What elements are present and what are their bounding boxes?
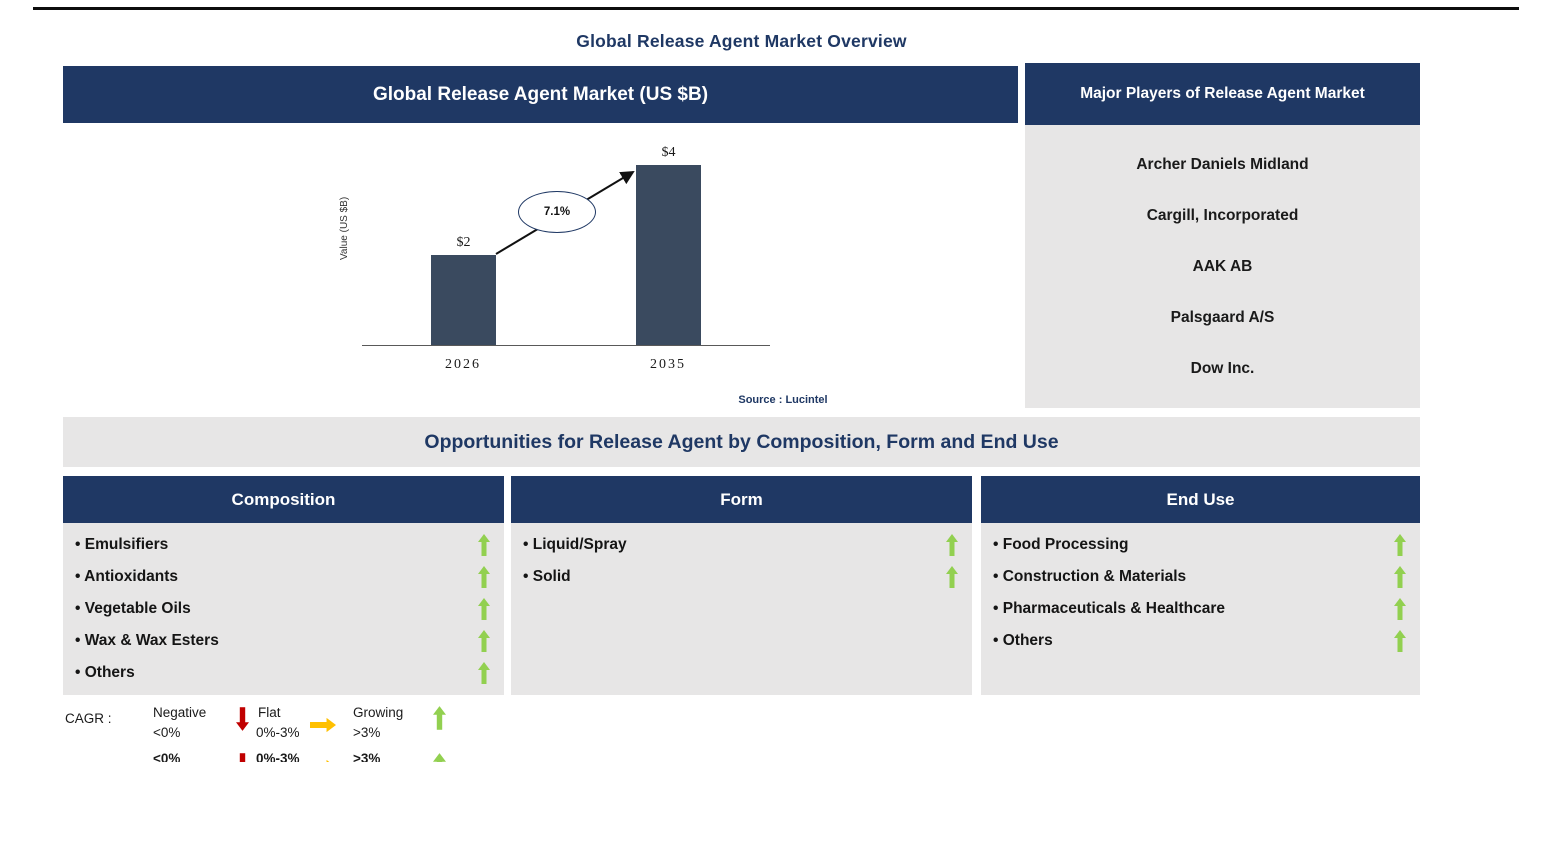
item-label: Liquid/Spray	[523, 536, 627, 554]
form-item: Liquid/Spray	[523, 529, 958, 561]
opportunities-banner: Opportunities for Release Agent by Compo…	[63, 417, 1420, 467]
form-list: Liquid/Spray Solid	[511, 523, 972, 695]
cagr-legend: CAGR : Negative <0% Flat 0%-3% Growing >…	[63, 702, 533, 756]
growing-arrow-icon	[478, 532, 490, 558]
negative-arrow-icon	[236, 707, 249, 731]
end-use-item: Food Processing	[993, 529, 1406, 561]
end-use-list: Food Processing Construction & Materials…	[981, 523, 1420, 695]
company-name: Palsgaard A/S	[1170, 308, 1275, 326]
bar-2035: $4	[636, 145, 701, 345]
legend-title: CAGR :	[65, 711, 112, 726]
growing-arrow-icon	[1394, 628, 1406, 654]
growing-arrow-icon	[1394, 564, 1406, 590]
bar-rect	[431, 255, 496, 345]
item-label: Vegetable Oils	[75, 600, 191, 618]
clipped-range-label: >3%	[353, 751, 381, 762]
form-column: Form Liquid/Spray Solid	[511, 476, 972, 695]
end-use-header: End Use	[981, 476, 1420, 523]
growing-arrow-icon	[1394, 596, 1406, 622]
legend-range-negative: <0%	[153, 725, 181, 740]
composition-list: Emulsifiers Antioxidants Vegetable Oils …	[63, 523, 504, 695]
trend-arrow	[495, 170, 635, 255]
page-title: Global Release Agent Market Overview	[576, 31, 907, 51]
market-chart-panel: Global Release Agent Market (US $B) Valu…	[63, 66, 1018, 414]
growing-arrow-icon	[478, 660, 490, 686]
company-name: Cargill, Incorporated	[1146, 206, 1299, 224]
chart-panel-header: Global Release Agent Market (US $B)	[63, 66, 1018, 123]
bar-chart: Value (US $B) $2 $4 2026 2035	[63, 123, 1018, 414]
item-label: Pharmaceuticals & Healthcare	[993, 600, 1225, 618]
legend-range-growing: >3%	[353, 725, 381, 740]
clipped-range-label: <0%	[153, 751, 181, 762]
top-border-line	[33, 7, 1519, 10]
x-tick-2026: 2026	[445, 357, 481, 372]
legend-clipped-row: <0% 0%-3% >3%	[63, 751, 533, 762]
y-axis-label: Value (US $B)	[339, 196, 350, 260]
composition-item: Others	[75, 657, 490, 689]
item-label: Construction & Materials	[993, 568, 1186, 586]
composition-item: Emulsifiers	[75, 529, 490, 561]
growing-arrow-icon	[478, 596, 490, 622]
source-note: Source : Lucintel	[738, 394, 828, 406]
bar-2026: $2	[431, 235, 496, 345]
legend-range-flat: 0%-3%	[256, 725, 300, 740]
item-label: Solid	[523, 568, 571, 586]
cagr-badge: 7.1%	[518, 191, 596, 233]
composition-item: Antioxidants	[75, 561, 490, 593]
negative-arrow-icon	[236, 753, 249, 762]
legend-name-negative: Negative	[153, 705, 207, 720]
flat-arrow-icon	[310, 754, 336, 762]
end-use-item: Construction & Materials	[993, 561, 1406, 593]
company-name: Archer Daniels Midland	[1136, 155, 1309, 173]
growing-arrow-icon	[478, 564, 490, 590]
growing-arrow-icon	[478, 628, 490, 654]
composition-column: Composition Emulsifiers Antioxidants Veg…	[63, 476, 504, 695]
composition-header: Composition	[63, 476, 504, 523]
form-header: Form	[511, 476, 972, 523]
growing-arrow-icon	[946, 564, 958, 590]
flat-arrow-icon	[310, 712, 336, 738]
company-name: Dow Inc.	[1190, 359, 1255, 377]
bar-rect	[636, 165, 701, 345]
item-label: Food Processing	[993, 536, 1129, 554]
bar-value-label: $2	[456, 235, 471, 250]
item-label: Others	[75, 664, 135, 682]
item-label: Antioxidants	[75, 568, 178, 586]
growing-arrow-icon	[433, 753, 446, 762]
cagr-value: 7.1%	[543, 206, 571, 218]
x-axis-line	[362, 345, 770, 346]
composition-item: Wax & Wax Esters	[75, 625, 490, 657]
players-list: Archer Daniels Midland Cargill, Incorpor…	[1025, 125, 1420, 408]
end-use-item: Others	[993, 625, 1406, 657]
growing-arrow-icon	[1394, 532, 1406, 558]
players-panel-header: Major Players of Release Agent Market	[1025, 63, 1420, 125]
bar-value-label: $4	[661, 145, 676, 160]
legend-name-growing: Growing	[353, 705, 404, 720]
item-label: Others	[993, 632, 1053, 650]
legend-name-flat: Flat	[258, 705, 281, 720]
end-use-column: End Use Food Processing Construction & M…	[981, 476, 1420, 695]
item-label: Emulsifiers	[75, 536, 169, 554]
major-players-panel: Major Players of Release Agent Market Ar…	[1025, 63, 1420, 408]
item-label: Wax & Wax Esters	[75, 632, 219, 650]
x-tick-2035: 2035	[650, 357, 686, 372]
clipped-range-label: 0%-3%	[256, 751, 300, 762]
company-name: AAK AB	[1192, 257, 1253, 275]
composition-item: Vegetable Oils	[75, 593, 490, 625]
form-item: Solid	[523, 561, 958, 593]
end-use-item: Pharmaceuticals & Healthcare	[993, 593, 1406, 625]
growing-arrow-icon	[433, 706, 446, 730]
growing-arrow-icon	[946, 532, 958, 558]
